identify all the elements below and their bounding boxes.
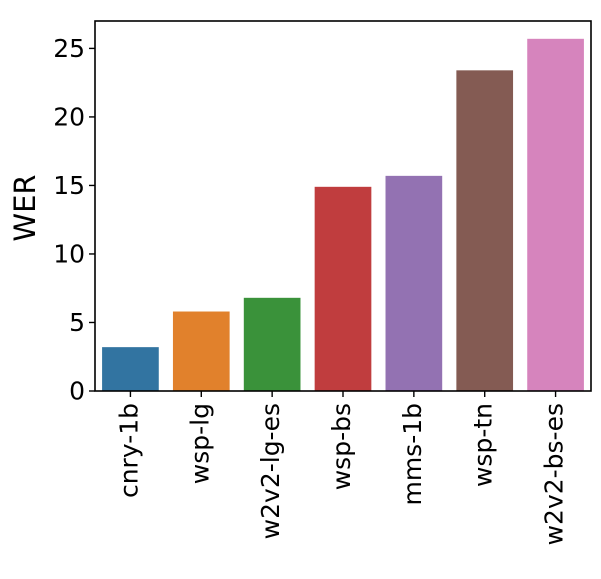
bar-w2v2-bs-es — [527, 38, 584, 391]
y-tick-label: 15 — [53, 171, 85, 200]
x-tick-label: cnry-1b — [114, 403, 143, 498]
bar-wsp-lg — [172, 311, 230, 391]
bar-w2v2-lg-es — [243, 297, 301, 391]
x-axis-ticks: cnry-1b wsp-lg w2v2-lg-es wsp-bs mms-1b wsp-t… — [114, 391, 569, 545]
x-tick-label: w2v2-bs-es — [540, 403, 569, 545]
y-tick-label: 0 — [69, 377, 85, 406]
plot-frame — [94, 20, 592, 392]
y-axis-label: WER — [8, 174, 42, 241]
x-tick-label: wsp-lg — [185, 403, 214, 484]
bar-cnry-1b — [102, 347, 159, 391]
bar-wsp-tn — [456, 70, 514, 391]
y-axis-ticks: 0 5 10 15 20 25 — [53, 34, 95, 406]
y-tick-label: 25 — [53, 34, 85, 63]
x-tick-label: mms-1b — [398, 403, 427, 506]
y-tick-label: 5 — [69, 308, 85, 337]
y-tick-label: 20 — [53, 102, 85, 131]
x-tick-label: w2v2-lg-es — [256, 403, 285, 539]
bars-layer — [102, 38, 584, 391]
y-tick-label: 10 — [53, 239, 85, 268]
x-tick-label: wsp-bs — [327, 403, 356, 490]
bar-mms-1b — [385, 175, 443, 391]
bar-wsp-bs — [314, 186, 372, 391]
x-tick-label: wsp-tn — [469, 403, 498, 487]
